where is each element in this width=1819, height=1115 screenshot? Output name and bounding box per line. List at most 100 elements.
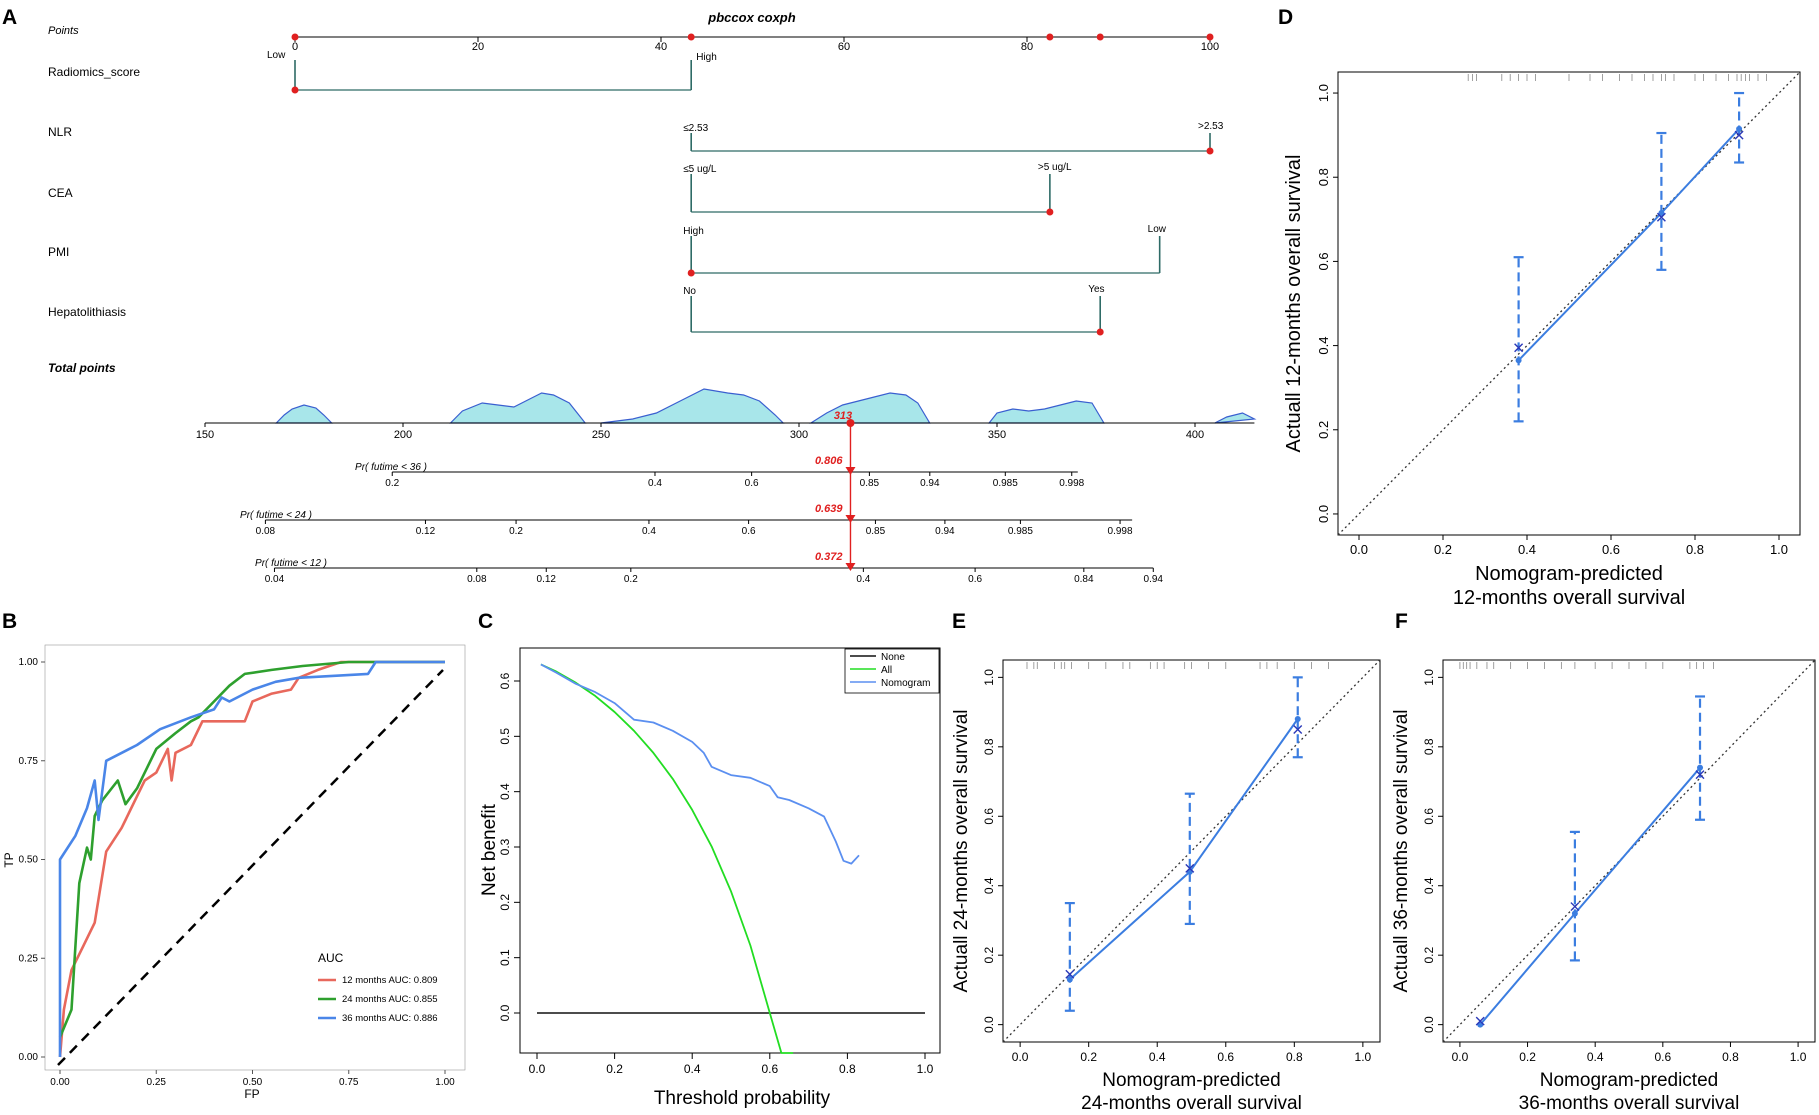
variable-selected-dot [1096,328,1104,336]
points-axis-dot [291,33,299,41]
roc-y-tick-label: 0.00 [19,1052,39,1063]
dca-y-tick-label: 0.5 [498,728,512,745]
calibration-observed-cross [1514,343,1524,353]
panel-letter-a: A [2,6,17,29]
points-axis-tick-label: 20 [472,41,484,53]
probability-axis-tick-label: 0.12 [416,526,436,537]
variable-level-from: ≤5 ug/L [683,164,717,175]
dca-x-tick-label: 0.6 [761,1062,778,1076]
total-points-axis: 150 200 250 300 350 400 [196,422,1255,441]
calibration-x-tick-label: 0.8 [1722,1050,1739,1064]
calibration-y-tick-label: 0.0 [1422,1016,1436,1033]
variable-level-to: Low [1148,224,1167,235]
dca-y-tick-label: 0.0 [498,1004,512,1021]
density-hump [808,392,931,424]
probability-axis-tick-label: 0.04 [265,574,285,585]
points-axis-tick-label: 0 [292,41,298,53]
probability-axis-tick-label: 0.6 [742,526,756,537]
probability-axis-tick-label: 0.85 [860,478,880,489]
probability-axis-tick-label: 0.4 [648,478,662,489]
variable-selected-dot [1046,208,1054,216]
calibration-x-tick-label: 1.0 [1790,1050,1807,1064]
density-hump [987,400,1105,424]
calibration-x-tick-label: 0.8 [1686,542,1704,557]
density-hump [449,392,587,424]
panel-letter-b: B [2,610,17,633]
calibration-point [1066,976,1073,983]
variable-selected-dot [1206,147,1214,155]
calibration-y-label: Actuall 24-months overall survival [951,709,972,992]
dca-x-tick-label: 0.4 [684,1062,701,1076]
nomogram-panel: pbccox coxph Points Total points 0 20 40 60… [48,10,1257,585]
probability-axis-tick-label: 0.94 [935,526,955,537]
roc-x-tick-label: 0.00 [50,1077,70,1088]
dca-x-tick-label: 1.0 [917,1062,934,1076]
dca-y-label: Net benefit [479,803,500,896]
total-axis-tick-label: 400 [1186,429,1204,441]
roc-y-tick-label: 0.25 [19,953,39,964]
points-axis-dot [1206,33,1214,41]
calibration-x-tick-label: 0.4 [1587,1050,1604,1064]
roc-curve-1 [58,660,445,1058]
roc-panel: 0.00 0.25 0.50 0.75 1.00 0.00 0.25 0.50 0.75 1.00… [2,644,466,1101]
probability-axis-tick-label: 0.84 [1074,574,1094,585]
calibration-x-tick-label: 0.0 [1452,1050,1469,1064]
nomogram-variable-nlr: NLR ≤2.53 >2.53 [48,121,1224,155]
calibration-y-label: Actuall 36-months overall survival [1391,709,1412,992]
calibration-y-tick-label: 0.2 [1422,947,1436,964]
calibration-x-tick-label: 0.8 [1286,1050,1303,1064]
probability-axis-tick-label: 0.85 [866,526,886,537]
roc-curves [57,660,445,1066]
probability-axis-tick-label: 0.2 [624,574,638,585]
variable-level-from: Low [267,50,286,61]
total-points-label: Total points [48,361,116,375]
roc-legend-entry: 36 months AUC: 0.886 [342,1013,438,1024]
dca-y-tick-label: 0.6 [498,672,512,689]
roc-legend-entry: 24 months AUC: 0.855 [342,994,438,1005]
dca-x-tick-label: 0.2 [606,1062,623,1076]
calibration-x-label-line2: 12-months overall survival [1453,587,1685,609]
calibration-observed-cross [1293,724,1303,734]
variable-name: Radiomics_score [48,65,140,79]
points-axis-dot [1096,33,1104,41]
nomogram-variable-cea: CEA ≤5 ug/L >5 ug/L [48,162,1072,216]
points-axis-tick-label: 60 [838,41,850,53]
calibration-y-tick-label: 0.8 [1316,168,1331,186]
calibration-x-tick-label: 1.0 [1355,1050,1372,1064]
roc-x-tick-label: 0.50 [243,1077,263,1088]
dca-y-tick-label: 0.1 [498,949,512,966]
calibration-y-tick-label: 0.2 [982,947,996,964]
calibration-y-tick-label: 0.6 [1422,808,1436,825]
calibration-observed-cross [1734,130,1744,140]
roc-x-tick-label: 0.25 [147,1077,167,1088]
probability-axis-tick-label: 0.6 [968,574,982,585]
calibration-curve [1069,718,1299,981]
points-label: Points [48,25,79,37]
total-points-density [274,388,1257,424]
total-axis-tick-label: 350 [988,429,1006,441]
calibration-x-label-line2: 36-months overall survival [1519,1093,1740,1114]
roc-x-tick-label: 1.00 [435,1077,455,1088]
total-axis-tick-label: 150 [196,429,214,441]
roc-legend-entry: 12 months AUC: 0.809 [342,975,438,986]
calibration-curve [1517,128,1740,361]
marker-total-dot [846,419,855,427]
variable-selected-dot [291,86,299,94]
dca-y-tick-label: 0.2 [498,894,512,911]
probability-axis-tick-label: 0.4 [856,574,870,585]
calibration-y-tick-label: 1.0 [982,669,996,686]
total-points-marker: 313 [834,410,855,568]
calibration-y-tick-label: 1.0 [1422,669,1436,686]
calibration-24m-panel: 0.0 0.2 0.4 0.6 0.8 1.0 0.0 0.2 0.4 0.6 0.8 1.0 Nomo… [951,659,1381,1114]
density-hump [1214,412,1257,424]
probability-axis-tick-label: 0.998 [1059,478,1084,489]
nomogram-title: pbccox coxph [707,10,795,25]
total-axis-tick-label: 200 [394,429,412,441]
total-axis-tick-label: 300 [790,429,808,441]
calibration-y-label: Actuall 12-months overall survival [1283,155,1305,453]
calibration-x-tick-label: 0.0 [1012,1050,1029,1064]
roc-legend: AUC 12 months AUC: 0.809 24 months AUC: 0… [318,951,438,1024]
dca-curve-all [540,663,794,1054]
variable-level-to: >2.53 [1198,121,1224,132]
points-axis: 0 20 40 60 80 100 [291,33,1219,53]
